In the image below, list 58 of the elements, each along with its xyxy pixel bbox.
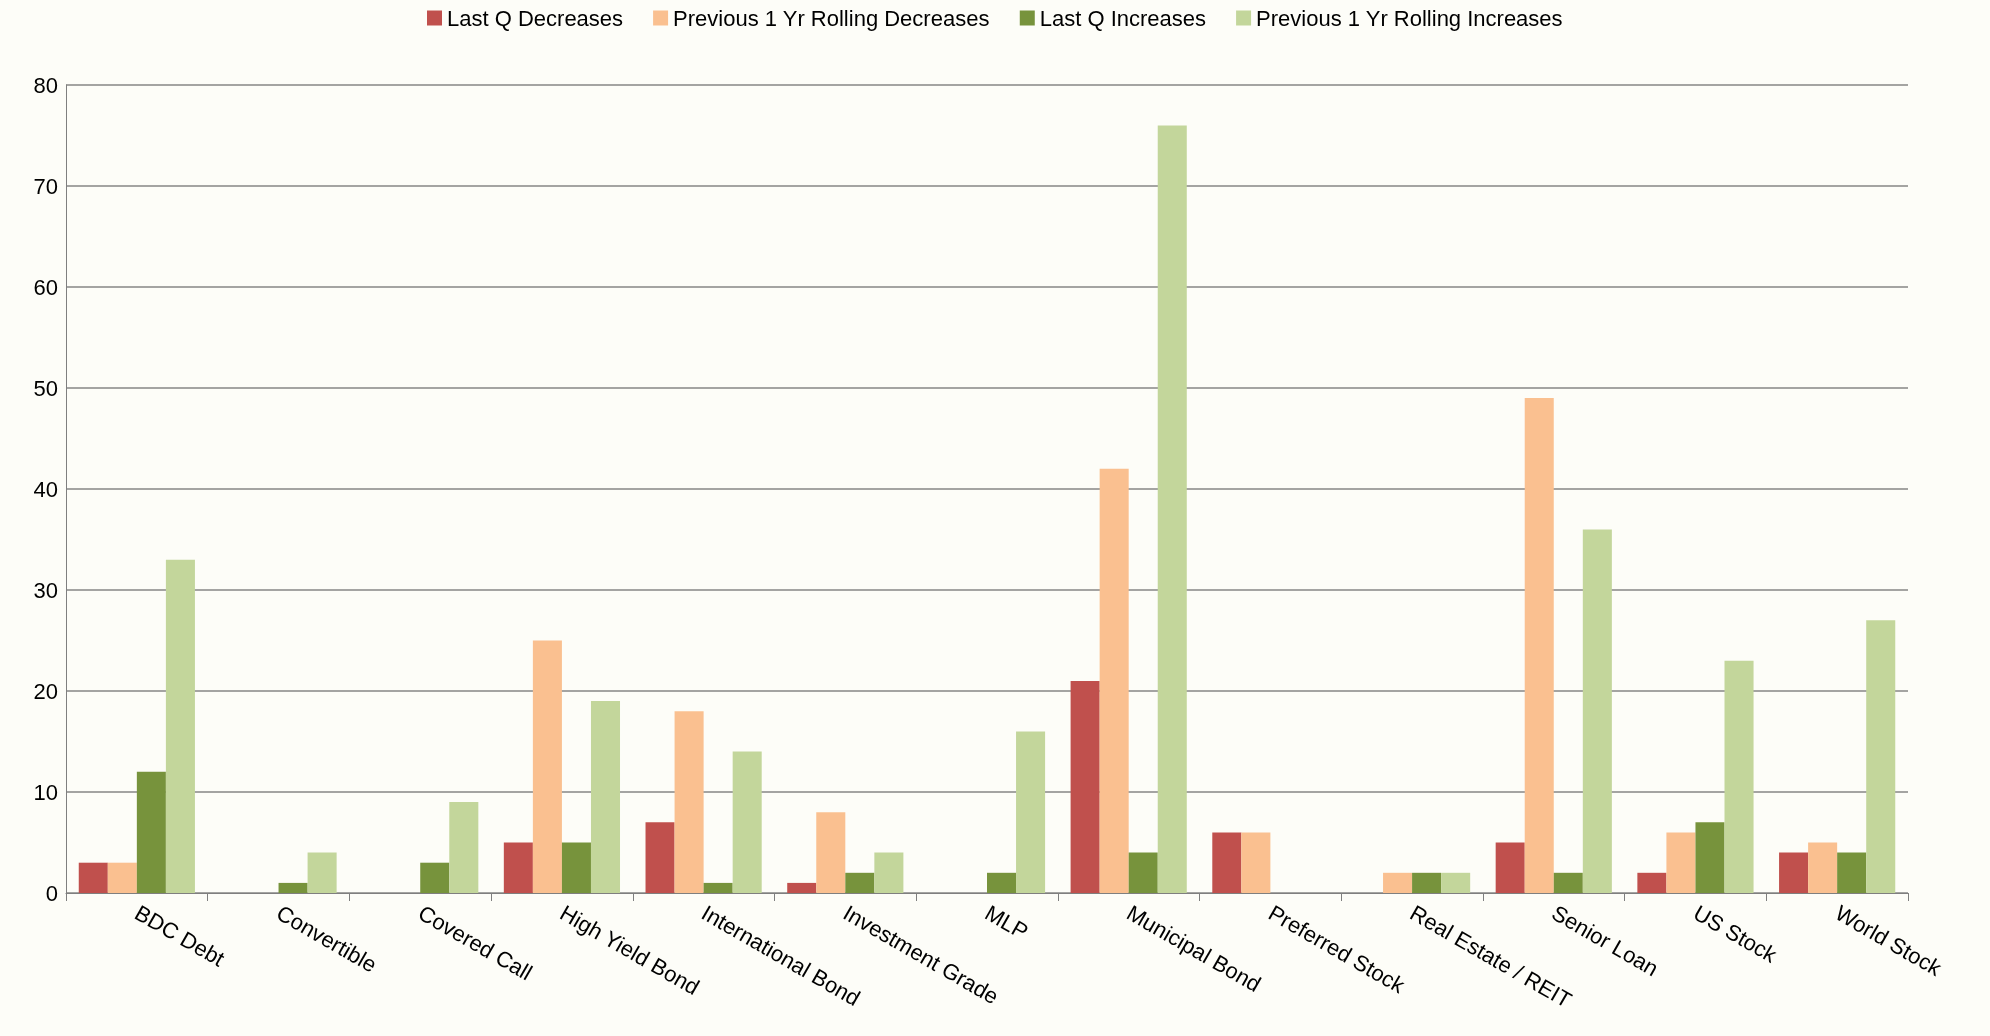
- bar: [449, 802, 479, 893]
- bar: [1837, 852, 1867, 893]
- y-tick-label: 50: [33, 375, 58, 401]
- bar: [987, 872, 1017, 893]
- bar: [503, 842, 533, 893]
- y-tick-label: 70: [33, 173, 58, 199]
- legend-label: Previous 1 Yr Rolling Decreases: [673, 5, 990, 31]
- bar: [1866, 620, 1896, 893]
- bar: [1212, 832, 1242, 893]
- bar: [1695, 822, 1725, 893]
- bar: [1666, 832, 1696, 893]
- bar: [1441, 872, 1471, 893]
- bar: [420, 862, 450, 893]
- y-tick-label: 30: [33, 577, 58, 603]
- y-tick-label: 20: [33, 678, 58, 704]
- bar: [1779, 852, 1809, 893]
- bar: [532, 640, 562, 893]
- bar: [1016, 731, 1046, 893]
- bar: [1582, 529, 1612, 893]
- bar: [1070, 680, 1100, 893]
- bar: [1637, 872, 1667, 893]
- bar: [703, 882, 733, 893]
- bar: [732, 751, 762, 893]
- bar: [1724, 660, 1754, 893]
- bar: [590, 701, 621, 893]
- y-tick-label: 10: [33, 779, 58, 805]
- y-tick-label: 40: [33, 476, 58, 502]
- bar: [787, 882, 817, 893]
- bar: [674, 711, 704, 893]
- bar: [1241, 832, 1271, 893]
- bar: [1157, 125, 1187, 893]
- bar: [165, 559, 195, 893]
- bar: [874, 852, 904, 893]
- bar: [307, 852, 337, 893]
- bar: [1524, 398, 1554, 893]
- bar: [845, 872, 875, 893]
- bar: [1495, 842, 1525, 893]
- x-tick-label: MLP: [980, 900, 1033, 945]
- bar: [1128, 852, 1158, 893]
- bar: [1808, 842, 1838, 893]
- y-tick-label: 0: [45, 880, 58, 906]
- legend-label: Last Q Decreases: [447, 5, 624, 31]
- legend-label: Last Q Increases: [1039, 5, 1207, 31]
- legend-label: Previous 1 Yr Rolling Increases: [1256, 5, 1563, 31]
- bar: [278, 882, 308, 893]
- bar: [107, 862, 137, 893]
- bar: [136, 771, 166, 893]
- bar: [78, 862, 108, 893]
- y-tick-label: 80: [33, 72, 58, 98]
- y-tick-label: 60: [33, 274, 58, 300]
- bar: [561, 842, 591, 893]
- bar: [1383, 872, 1413, 893]
- bar: [816, 812, 846, 893]
- bar: [1099, 468, 1129, 893]
- bar: [1412, 872, 1442, 893]
- bar: [645, 822, 675, 893]
- x-tick-label: BDC Debt: [130, 900, 229, 972]
- bar: [1553, 872, 1583, 893]
